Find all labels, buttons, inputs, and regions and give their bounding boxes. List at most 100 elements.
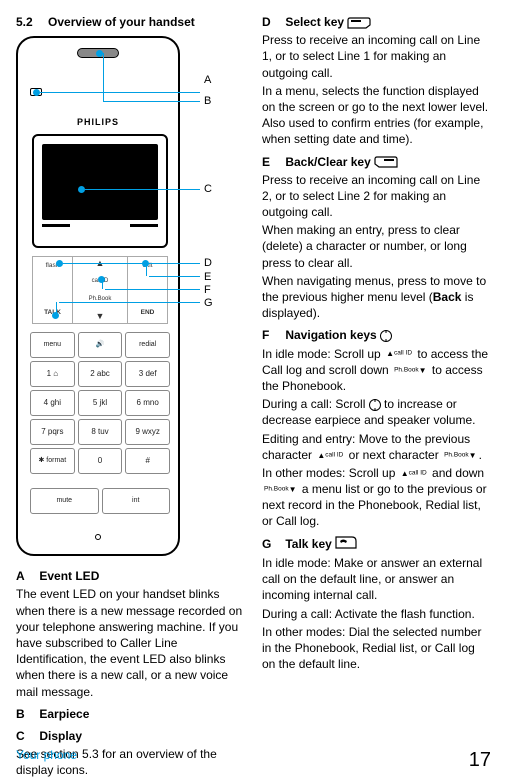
sub-b-head: B Earpiece [16, 706, 244, 722]
key-6: 6 mno [125, 390, 170, 416]
sub-f-head: F Navigation keys [262, 327, 491, 343]
page-footer: Your phone 17 [16, 747, 491, 774]
sub-d-letter: D [262, 14, 282, 30]
sub-a-head: A Event LED [16, 568, 244, 584]
sub-c-head: C Display [16, 728, 244, 744]
callout-g: G [204, 296, 213, 311]
sub-d-name: Select key [285, 15, 344, 29]
sub-e-name: Back/Clear key [285, 155, 370, 169]
footer-page: 17 [469, 747, 491, 774]
right-column: D Select key Press to receive an incomin… [262, 14, 491, 778]
leader-f [105, 289, 200, 290]
handset-illustration: PHILIPS flash TALK ▲ call ID [16, 36, 240, 558]
scroll-down-phbook-icon: Ph.Book▼ [392, 367, 429, 375]
nav-key-icon [380, 330, 392, 342]
key-redial: redial [125, 332, 170, 358]
sub-f-p4a: In other modes: Scroll up [262, 466, 399, 480]
sub-d-head: D Select key [262, 14, 491, 30]
leader-b-v [103, 53, 104, 101]
section-title: Overview of your handset [48, 15, 195, 29]
leader-g-v [56, 302, 57, 314]
sub-a-name: Event LED [39, 569, 99, 583]
softkey-bar [42, 224, 158, 242]
sub-f-name: Navigation keys [285, 328, 376, 342]
talk-key-icon [335, 536, 357, 553]
callout-a: A [204, 73, 211, 88]
sub-b-letter: B [16, 706, 36, 722]
footer-section: Your phone [16, 747, 77, 774]
leader-d [63, 263, 200, 264]
key-speaker: 🔊 [78, 332, 123, 358]
sub-g-head: G Talk key [262, 536, 491, 553]
bottom-keys: mute int [30, 488, 170, 514]
key-menu: menu [30, 332, 75, 358]
leader-g [59, 302, 200, 303]
sub-d-p2: In a menu, selects the function displaye… [262, 83, 491, 148]
handset-body: PHILIPS flash TALK ▲ call ID [16, 36, 180, 556]
softkey-right-icon [130, 224, 158, 232]
sub-f-p4: In other modes: Scroll up ▲call ID and d… [262, 465, 491, 530]
sub-g-name: Talk key [285, 537, 331, 551]
leader-e [149, 276, 200, 277]
sub-g-letter: G [262, 536, 282, 552]
nav-mid: ▲ call ID Ph.Book ▼ [73, 256, 127, 324]
key-hash: # [125, 448, 170, 474]
key-5: 5 jkl [78, 390, 123, 416]
display-frame [32, 134, 168, 248]
key-4: 4 ghi [30, 390, 75, 416]
prev-char-icon: ▲call ID [315, 452, 345, 460]
key-7: 7 pqrs [30, 419, 75, 445]
section-heading: 5.2 Overview of your handset [16, 14, 244, 30]
sub-f-p1: In idle mode: Scroll up ▲call ID to acce… [262, 346, 491, 395]
leader-f-v [102, 280, 103, 289]
display-screen [42, 144, 158, 220]
key-mute: mute [30, 488, 99, 514]
softkey-left-icon [42, 224, 70, 232]
sub-f-p3: Editing and entry: Move to the previous … [262, 431, 491, 463]
callout-c: C [204, 182, 212, 197]
sub-e-p1: Press to receive an incoming call on Lin… [262, 172, 491, 221]
leader-b [103, 101, 200, 102]
mic-icon [95, 534, 101, 540]
sub-e-p3: When navigating menus, press to move to … [262, 273, 491, 322]
section-number: 5.2 [16, 15, 33, 29]
sub-e-head: E Back/Clear key [262, 154, 491, 170]
sub-e-letter: E [262, 154, 282, 170]
nav-right: exit END [127, 256, 168, 324]
sub-b-name: Earpiece [39, 707, 89, 721]
sub-g-p1: In idle mode: Make or answer an external… [262, 555, 491, 604]
select-key-icon [347, 17, 371, 29]
nav-down-arrow-icon: ▼ [96, 312, 105, 321]
callout-d: D [204, 256, 212, 271]
key-2: 2 abc [78, 361, 123, 387]
key-3: 3 def [125, 361, 170, 387]
key-int: int [102, 488, 171, 514]
scroll-down-icon: Ph.Book▼ [262, 486, 299, 494]
sub-f-p2: During a call: Scroll to increase or dec… [262, 396, 491, 428]
key-9: 9 wxyz [125, 419, 170, 445]
leader-a [40, 92, 200, 93]
key-1: 1 ⌂ [30, 361, 75, 387]
sub-g-p3: In other modes: Dial the selected number… [262, 624, 491, 673]
brand-label: PHILIPS [77, 116, 119, 128]
sub-a-letter: A [16, 568, 36, 584]
sub-f-p3b: or next character [345, 448, 442, 462]
nav-right-bottom: END [132, 309, 163, 318]
sub-e-p2: When making an entry, press to clear (de… [262, 222, 491, 271]
keypad: menu 🔊 redial 1 ⌂ 2 abc 3 def 4 ghi 5 jk… [30, 332, 170, 474]
nav-key-icon-2 [369, 399, 381, 411]
callout-b: B [204, 94, 211, 109]
scroll-up-callid-icon: ▲call ID [384, 350, 414, 358]
sub-f-p2a: During a call: Scroll [262, 397, 369, 411]
sub-f-letter: F [262, 327, 282, 343]
key-star: ✱ format [30, 448, 75, 474]
sub-f-p4b: and down [429, 466, 484, 480]
leader-e-v [146, 264, 147, 276]
left-column: 5.2 Overview of your handset PHILIPS fla… [16, 14, 244, 778]
sub-f-p3c: . [479, 448, 482, 462]
sub-c-name: Display [39, 729, 82, 743]
scroll-up-icon: ▲call ID [399, 470, 429, 478]
key-8: 8 tuv [78, 419, 123, 445]
sub-d-p1: Press to receive an incoming call on Lin… [262, 32, 491, 81]
sub-e-p3b: Back [433, 290, 462, 304]
